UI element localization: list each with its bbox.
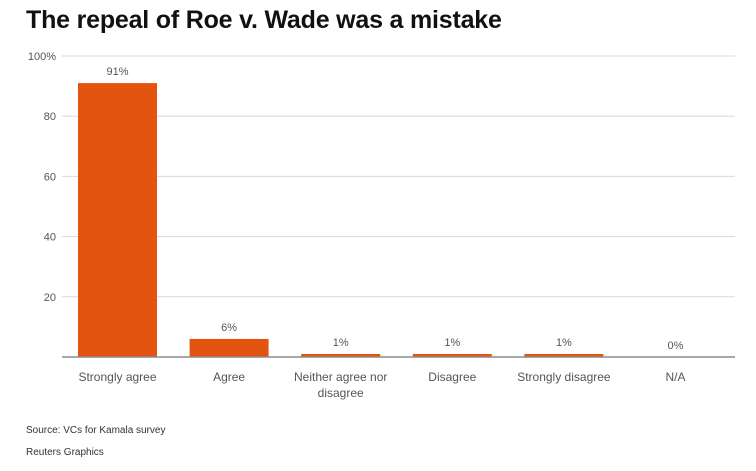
y-tick-label: 40	[44, 232, 56, 244]
bar	[524, 353, 604, 357]
bars	[78, 83, 604, 357]
gridlines	[62, 55, 735, 298]
bar	[189, 338, 269, 357]
data-label: 6%	[221, 322, 237, 334]
data-label: 1%	[556, 337, 572, 349]
bar	[78, 83, 157, 357]
y-tick-label: 80	[44, 111, 56, 123]
bar	[412, 353, 492, 357]
data-label: 0%	[668, 340, 684, 352]
data-label: 1%	[444, 337, 460, 349]
x-tick-label: Agree	[213, 370, 245, 384]
data-labels: 91% 6% 1% 1% 1% 0%	[106, 66, 683, 352]
source-note: Source: VCs for Kamala survey	[26, 425, 166, 436]
data-label: 91%	[106, 66, 128, 78]
y-axis-ticks: 20 40 60 80 100%	[28, 51, 56, 304]
y-tick-label: 60	[44, 171, 56, 183]
x-axis-labels: Strongly agree Agree Neither agree nor disa…	[78, 370, 685, 400]
bar	[301, 353, 381, 357]
chart-title: The repeal of Roe v. Wade was a mistake	[26, 6, 502, 34]
y-tick-label: 100%	[28, 51, 56, 63]
y-tick-label: 20	[44, 292, 56, 304]
x-tick-label: N/A	[665, 370, 685, 384]
x-tick-label: Disagree	[428, 370, 476, 384]
credit-note: Reuters Graphics	[26, 447, 104, 458]
data-label: 1%	[333, 337, 349, 349]
x-tick-label: Strongly agree	[78, 370, 156, 384]
x-tick-label: Neither agree nor disagree	[294, 370, 387, 400]
bar-chart: 20 40 60 80 100% 91% 6% 1% 1% 1% 0% Strongly agre…	[28, 51, 735, 400]
x-tick-label: Strongly disagree	[517, 370, 611, 384]
